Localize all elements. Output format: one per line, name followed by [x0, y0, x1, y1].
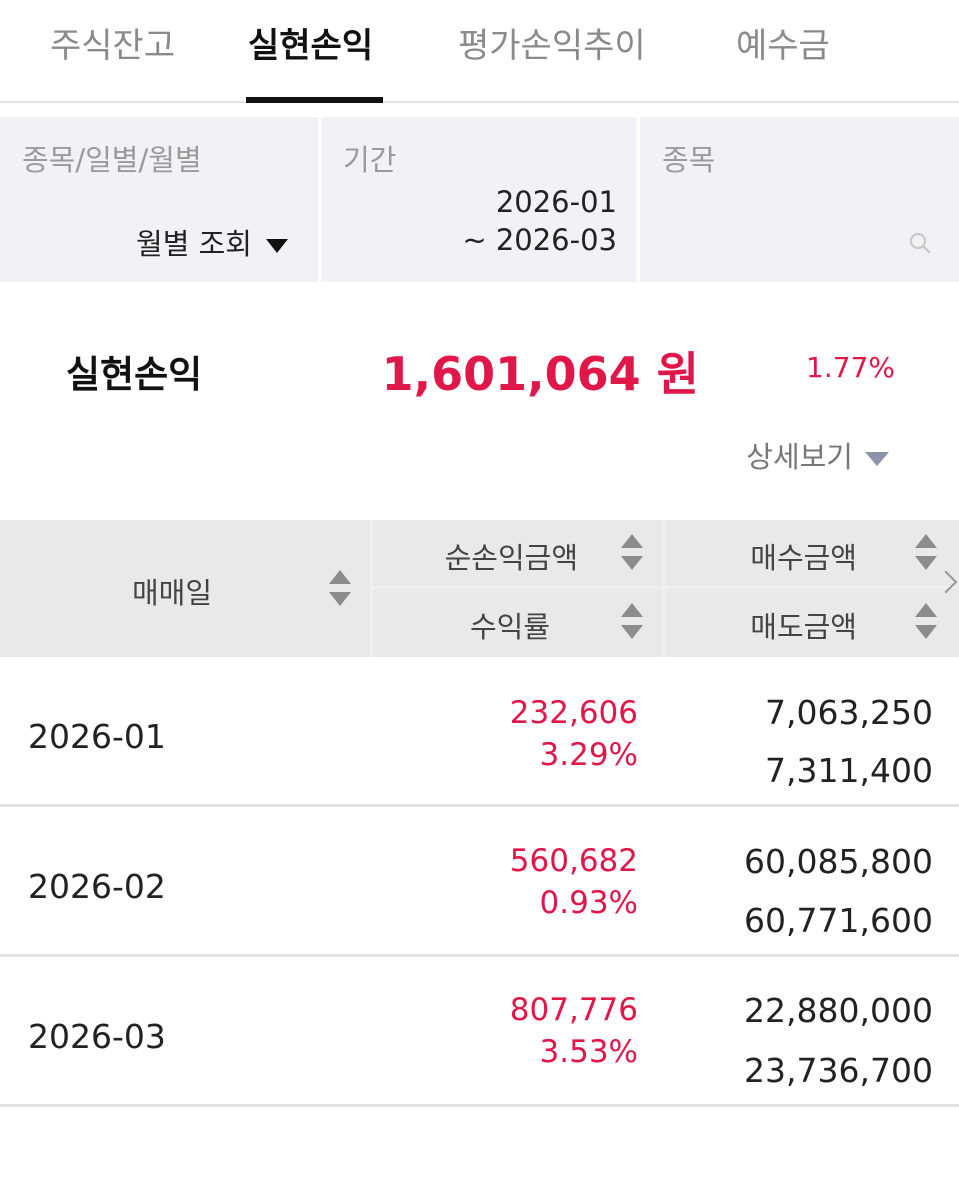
- view-type-value: 월별 조회: [136, 227, 252, 261]
- summary-title: 실현손익: [66, 353, 203, 396]
- header-buy-amount-label: 매수금액: [750, 541, 857, 575]
- row-buy-amount: 60,085,800: [744, 842, 933, 881]
- period-label: 기간: [343, 143, 397, 177]
- row-return-rate: 0.93%: [539, 885, 638, 921]
- tab-deposit[interactable]: 예수금: [736, 26, 830, 66]
- row-date: 2026-01: [28, 717, 166, 756]
- search-icon[interactable]: [908, 231, 932, 255]
- table-row[interactable]: 2026-03 807,776 3.53% 22,880,000 23,736,…: [0, 957, 959, 1107]
- row-return-rate: 3.53%: [539, 1034, 638, 1070]
- header-date-label: 매매일: [132, 576, 213, 610]
- header-return-rate-label: 수익률: [469, 610, 550, 644]
- stock-search-field[interactable]: 종목: [640, 117, 959, 282]
- row-net-profit: 807,776: [509, 992, 638, 1028]
- row-sell-amount: 7,311,400: [765, 751, 933, 790]
- table-row[interactable]: 2026-02 560,682 0.93% 60,085,800 60,771,…: [0, 807, 959, 957]
- table-header: 매매일 순손익금액 매수금액 수익률 매도금액: [0, 520, 959, 657]
- header-net-profit-label: 순손익금액: [444, 541, 578, 575]
- active-tab-indicator: [246, 97, 383, 103]
- row-sell-amount: 23,736,700: [744, 1051, 933, 1090]
- period-selector[interactable]: 기간 2026-01 ~ 2026-03: [321, 117, 637, 282]
- row-net-profit: 560,682: [509, 843, 638, 879]
- tab-valuation-trend[interactable]: 평가손익추이: [458, 26, 646, 66]
- period-from: 2026-01: [495, 185, 617, 219]
- row-buy-amount: 7,063,250: [765, 693, 933, 732]
- header-sell-amount[interactable]: 매도금액: [665, 589, 959, 657]
- sort-icon[interactable]: [621, 603, 643, 643]
- tab-realized-profit[interactable]: 실현손익: [248, 26, 374, 66]
- row-date: 2026-02: [28, 867, 166, 906]
- sort-icon[interactable]: [329, 570, 351, 610]
- row-return-rate: 3.29%: [539, 737, 638, 773]
- header-net-profit[interactable]: 순손익금액: [373, 520, 662, 586]
- header-date[interactable]: 매매일: [0, 520, 370, 657]
- filter-bar: 종목/일별/월별 월별 조회 기간 2026-01 ~ 2026-03 종목: [0, 117, 959, 282]
- view-type-dropdown[interactable]: 월별 조회: [136, 221, 288, 263]
- sort-icon[interactable]: [915, 534, 937, 574]
- realized-profit-rate: 1.77%: [806, 351, 895, 384]
- table-row[interactable]: 2026-01 232,606 3.29% 7,063,250 7,311,40…: [0, 657, 959, 807]
- tab-bar: 주식잔고 실현손익 평가손익추이 예수금: [0, 0, 959, 103]
- sort-icon[interactable]: [621, 534, 643, 574]
- row-sell-amount: 60,771,600: [744, 901, 933, 940]
- row-date: 2026-03: [28, 1017, 166, 1056]
- sort-icon[interactable]: [915, 603, 937, 643]
- stock-label: 종목: [662, 143, 716, 177]
- detail-toggle-button[interactable]: 상세보기: [746, 434, 889, 476]
- realized-profit-amount: 1,601,064 원: [381, 347, 699, 401]
- caret-down-icon: [266, 239, 288, 253]
- view-type-label: 종목/일별/월별: [22, 143, 202, 177]
- header-return-rate[interactable]: 수익률: [373, 589, 662, 657]
- tab-stock-balance[interactable]: 주식잔고: [50, 26, 176, 66]
- row-buy-amount: 22,880,000: [744, 991, 933, 1030]
- period-to: ~ 2026-03: [462, 223, 617, 257]
- view-type-selector[interactable]: 종목/일별/월별 월별 조회: [0, 117, 318, 282]
- caret-down-icon: [865, 452, 889, 466]
- header-sell-amount-label: 매도금액: [750, 610, 857, 644]
- detail-toggle-label: 상세보기: [746, 440, 853, 474]
- header-buy-amount[interactable]: 매수금액: [665, 520, 959, 586]
- row-net-profit: 232,606: [509, 695, 638, 731]
